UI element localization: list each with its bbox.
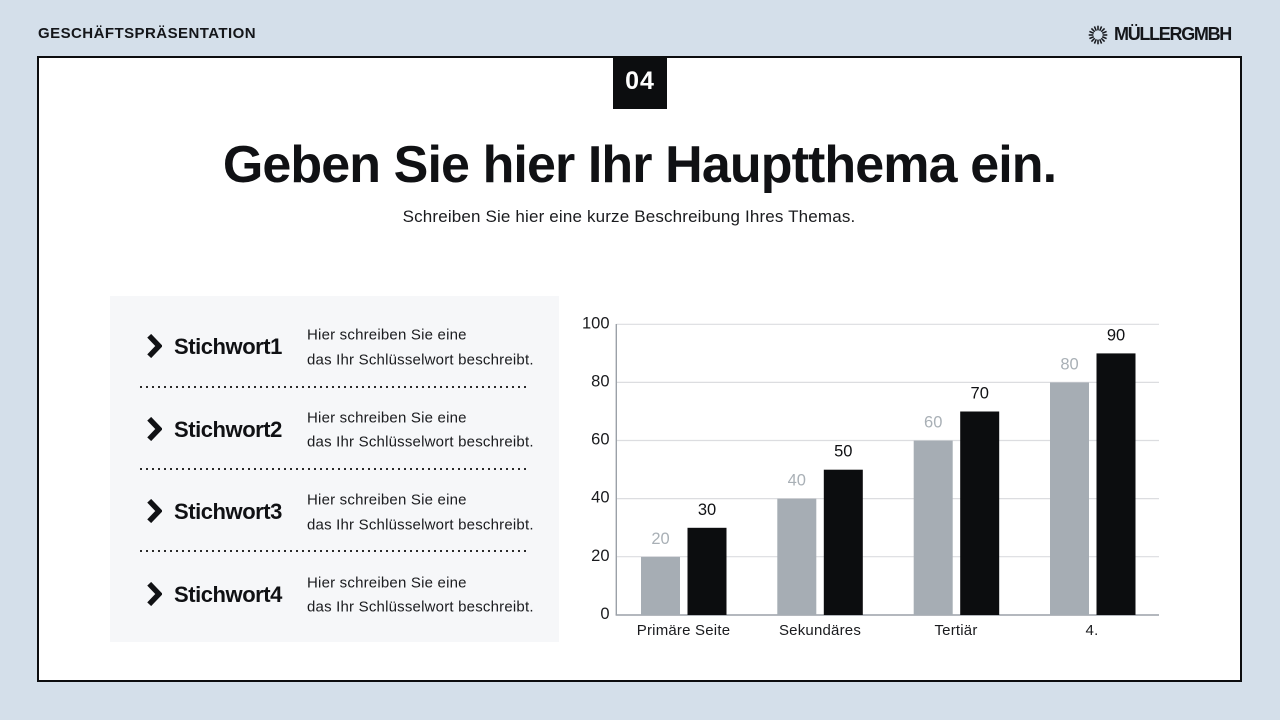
svg-text:40: 40	[591, 489, 609, 507]
svg-text:70: 70	[971, 385, 989, 403]
svg-text:0: 0	[600, 605, 609, 623]
svg-text:Primäre Seite: Primäre Seite	[637, 622, 730, 639]
svg-text:4.: 4.	[1086, 622, 1099, 639]
svg-text:40: 40	[788, 472, 806, 490]
svg-text:100: 100	[582, 314, 610, 332]
svg-text:80: 80	[591, 373, 609, 391]
svg-text:30: 30	[698, 501, 716, 519]
svg-text:60: 60	[924, 414, 942, 432]
svg-text:20: 20	[651, 530, 669, 548]
svg-text:50: 50	[834, 443, 852, 461]
svg-text:80: 80	[1060, 355, 1078, 373]
svg-text:60: 60	[591, 431, 609, 449]
svg-text:Tertiär: Tertiär	[934, 622, 977, 639]
svg-text:20: 20	[591, 547, 609, 565]
svg-text:Sekundäres: Sekundäres	[779, 622, 861, 639]
svg-text:90: 90	[1107, 326, 1125, 344]
